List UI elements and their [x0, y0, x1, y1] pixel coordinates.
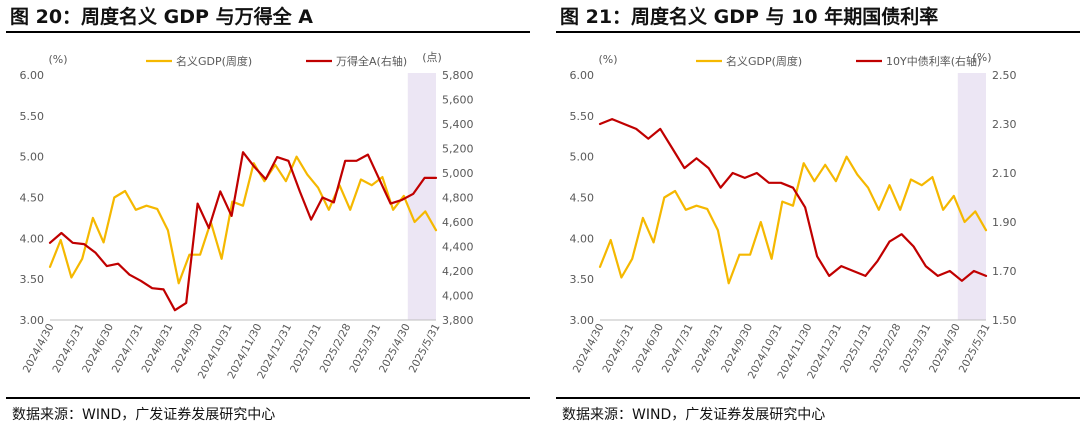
- title-rule: [6, 31, 530, 33]
- left-axis-unit: (%): [598, 53, 617, 66]
- right-axis-tick: 2.50: [992, 69, 1017, 82]
- right-axis-tick: 4,000: [442, 290, 474, 303]
- right-axis-tick: 1.50: [992, 314, 1017, 327]
- figure-21-panel: 图 21：周度名义 GDP 与 10 年期国债利率 3.00 3.50 4.00 4.…: [556, 0, 1080, 431]
- title-rule: [556, 31, 1080, 33]
- right-axis-tick: 1.70: [992, 265, 1017, 278]
- right-axis-tick: 5,200: [442, 143, 474, 156]
- left-axis-tick: 5.50: [20, 110, 45, 123]
- series-line-second: [598, 117, 988, 282]
- right-axis-tick: 4,800: [442, 192, 474, 205]
- shaded-period: [957, 73, 986, 320]
- shaded-period: [407, 73, 436, 320]
- left-axis-tick: 3.00: [570, 314, 595, 327]
- right-axis-tick: 4,600: [442, 216, 474, 229]
- legend-label: 万得全A(右轴): [336, 54, 407, 68]
- left-axis-tick: 3.50: [570, 273, 595, 286]
- x-axis-tick: 2025/5/31: [957, 322, 993, 375]
- right-axis-tick: 2.30: [992, 118, 1017, 131]
- right-axis-tick: 5,400: [442, 118, 474, 131]
- left-axis-tick: 6.00: [20, 69, 45, 82]
- figure-21-title: 图 21：周度名义 GDP 与 10 年期国债利率: [560, 6, 939, 28]
- left-axis-tick: 4.00: [20, 232, 45, 245]
- left-axis-tick: 5.00: [20, 151, 45, 164]
- left-axis-tick: 6.00: [570, 69, 595, 82]
- right-axis-tick: 4,400: [442, 241, 474, 254]
- right-axis-tick: 1.90: [992, 216, 1017, 229]
- right-axis-tick: 3,800: [442, 314, 474, 327]
- left-axis-tick: 3.50: [20, 273, 45, 286]
- right-axis-tick: 5,800: [442, 69, 474, 82]
- figure-21-chart: 3.003.504.004.505.005.506.00(%)1.501.701…: [570, 51, 1017, 381]
- left-axis-tick: 4.00: [570, 232, 595, 245]
- figure-20-source: 数据来源：WIND，广发证券发展研究中心: [12, 407, 276, 423]
- series-line-second: [48, 151, 438, 312]
- source-rule: [556, 397, 1080, 399]
- left-axis-unit: (%): [48, 53, 67, 66]
- right-axis-tick: 2.10: [992, 167, 1017, 180]
- legend-label: 10Y中债利率(右轴): [886, 54, 981, 68]
- left-axis-tick: 5.50: [570, 110, 595, 123]
- series-line-nominal-gdp: [48, 155, 438, 285]
- legend-label: 名义GDP(周度): [726, 54, 802, 68]
- legend-label: 名义GDP(周度): [176, 54, 252, 68]
- right-axis-tick: 5,000: [442, 167, 474, 180]
- left-axis-tick: 4.50: [570, 192, 595, 205]
- right-axis-unit: (%): [972, 51, 991, 64]
- left-axis-tick: 3.00: [20, 314, 45, 327]
- left-axis-tick: 5.00: [570, 151, 595, 164]
- right-axis-tick: 5,600: [442, 94, 474, 107]
- left-axis-tick: 4.50: [20, 192, 45, 205]
- figure-20-chart: 3.00 3.50 4.00 4.50 5.00 5.50 6.00(%) 3,800 4,00…: [20, 51, 474, 381]
- figure-21-source: 数据来源：WIND，广发证券发展研究中心: [562, 407, 826, 423]
- x-axis-tick: 2025/5/31: [407, 322, 443, 375]
- right-axis-tick: 4,200: [442, 265, 474, 278]
- figure-20-title: 图 20：周度名义 GDP 与万得全 A: [10, 6, 313, 28]
- source-rule: [6, 397, 530, 399]
- series-line-nominal-gdp: [598, 155, 988, 285]
- figure-20-panel: 图 20：周度名义 GDP 与万得全 A 3.00 3.50 4.00 4.50 5.0…: [6, 0, 530, 431]
- right-axis-unit: (点): [422, 51, 442, 64]
